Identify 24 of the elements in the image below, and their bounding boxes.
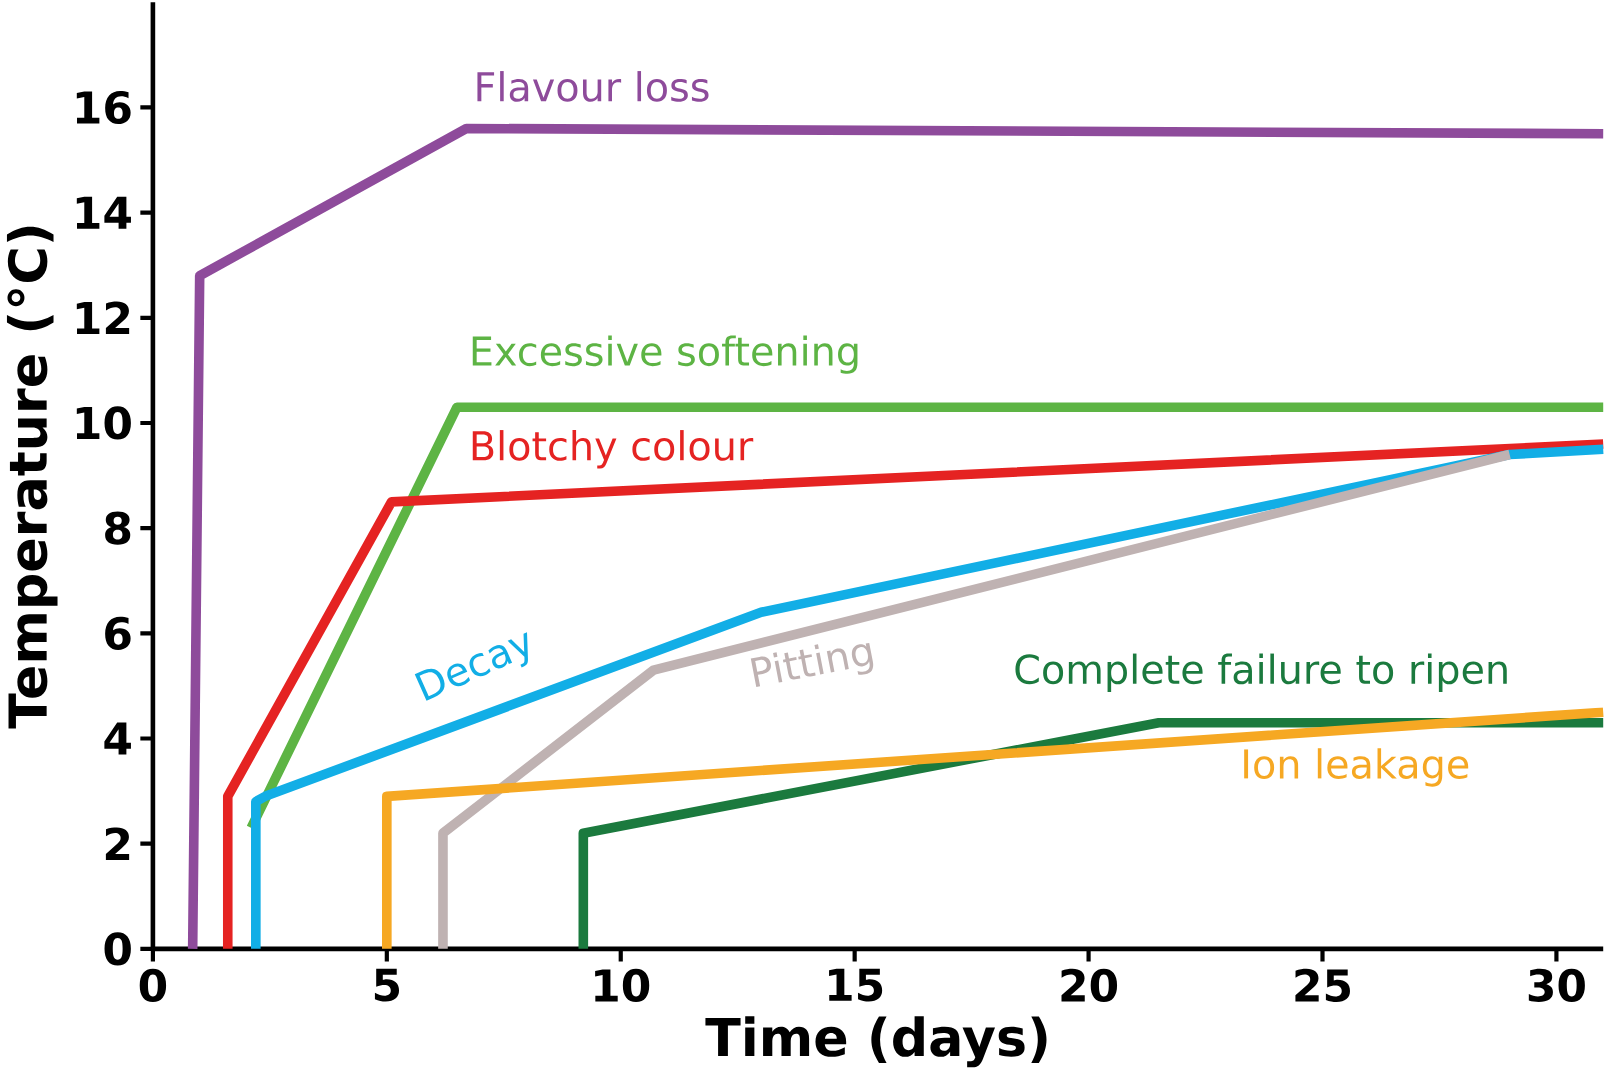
y-tick-label: 0 [104, 932, 131, 966]
x-axis-title: Time (days) [705, 1016, 1047, 1068]
y-tick-label: 4 [104, 722, 131, 755]
y-tick-label: 12 [76, 301, 130, 334]
text: Pitting [750, 642, 874, 687]
series-label: Excessive softening [472, 335, 858, 374]
y-axis-title: Temperature (°C) [6, 226, 58, 729]
x-tick-label: 5 [374, 968, 400, 1002]
series-label: Complete failure to ripen [1015, 653, 1507, 692]
y-tick-label: 2 [105, 827, 130, 860]
x-tick-label: 30 [1528, 968, 1585, 1002]
series-label: Ion leakage [1244, 748, 1469, 787]
x-tick-label: 25 [1295, 968, 1350, 1002]
x-tick-label: 10 [595, 968, 650, 1002]
x-tick-label: 15 [829, 968, 883, 1002]
y-tick-label: 6 [105, 616, 131, 650]
y-tick-label: 16 [76, 90, 131, 124]
y-tick-label: 10 [76, 406, 131, 440]
x-tick-label: 0 [139, 968, 167, 1002]
x-tick-label: 20 [1061, 968, 1118, 1002]
y-tick-label: 14 [76, 196, 131, 229]
series-label: Flavour loss [477, 70, 709, 102]
series-label: Blotchy colour [472, 429, 754, 469]
y-tick-label: 8 [105, 511, 131, 545]
